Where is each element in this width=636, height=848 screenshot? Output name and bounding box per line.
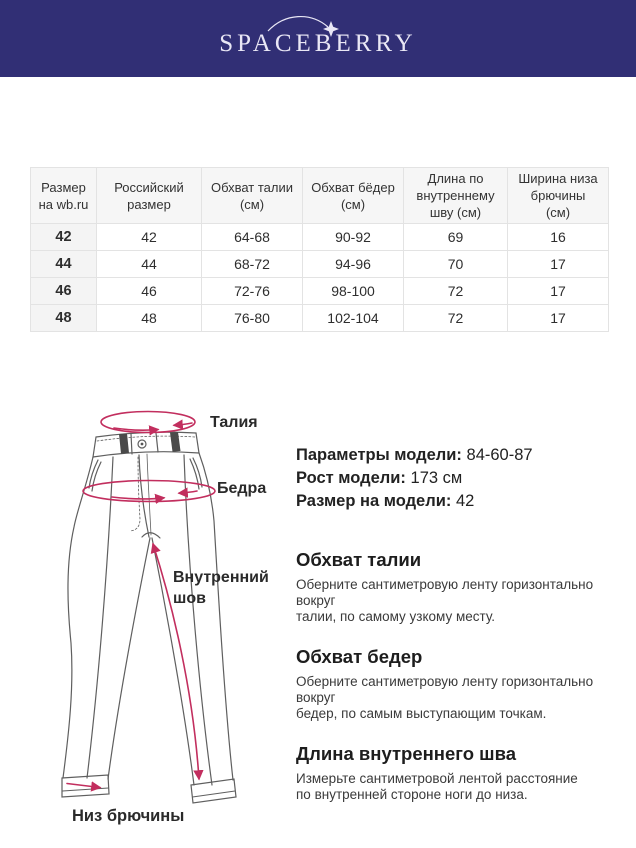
cell-ru-size: 42 xyxy=(96,223,202,251)
model-height-label: Рост модели: xyxy=(296,469,406,487)
brand-header: SPACEBERRY xyxy=(0,0,636,77)
cell-inseam: 70 xyxy=(403,250,508,278)
cell-hem-width: 17 xyxy=(507,304,609,332)
hips-label: Бедра xyxy=(217,480,267,497)
waist-label: Талия xyxy=(210,414,258,431)
size-table-header-row: Размер на wb.ru Российский размер Обхват… xyxy=(30,167,609,224)
cell-hem-width: 17 xyxy=(507,250,609,278)
model-height-line: Рост модели: 173 см xyxy=(296,467,622,490)
brand-logo-text: SPACEBERRY xyxy=(219,29,417,57)
cell-hips: 98-100 xyxy=(302,277,404,305)
guide-section-inseam: Длина внутреннего шва Измерьте сантиметр… xyxy=(296,743,622,803)
trousers-diagram: Талия Бедра Внутренний шов Низ брючины xyxy=(60,387,292,847)
guide-section-hips: Обхват бедер Оберните сантиметровую лент… xyxy=(296,646,622,722)
model-size-label: Размер на модели: xyxy=(296,492,452,510)
inseam-label: Внутренний шов xyxy=(173,569,269,607)
cell-ru-size: 48 xyxy=(96,304,202,332)
hips-arrow-left xyxy=(177,487,198,498)
model-params-label: Параметры модели: xyxy=(296,446,462,464)
cell-wb-size: 42 xyxy=(30,223,97,251)
trousers-outline xyxy=(61,431,237,804)
guide-hips-text: Оберните сантиметровую ленту горизонталь… xyxy=(296,674,594,721)
guide-waist-text: Оберните сантиметровую ленту горизонталь… xyxy=(296,577,594,624)
cell-waist: 68-72 xyxy=(201,250,303,278)
trousers-drawing xyxy=(61,410,237,804)
cell-hem-width: 17 xyxy=(507,277,609,305)
model-params-line: Параметры модели: 84-60-87 xyxy=(296,444,622,467)
col-header-wb-size: Размер на wb.ru xyxy=(30,167,97,224)
cell-wb-size: 48 xyxy=(30,304,97,332)
table-row-size-44: 44 44 68-72 94-96 70 17 xyxy=(30,250,609,278)
model-params-block: Параметры модели: 84-60-87 Рост модели: … xyxy=(296,444,622,513)
guide-section-waist: Обхват талии Оберните сантиметровую лент… xyxy=(296,549,622,625)
col-header-inseam: Длина по внутреннему шву (см) xyxy=(403,167,508,224)
waist-arrow-right xyxy=(113,425,160,436)
shooting-star-icon xyxy=(267,15,340,37)
model-params-value: 84-60-87 xyxy=(466,446,533,464)
cell-hips: 102-104 xyxy=(302,304,404,332)
table-row-size-46: 46 46 72-76 98-100 72 17 xyxy=(30,277,609,305)
cell-inseam: 72 xyxy=(403,277,508,305)
model-size-value: 42 xyxy=(455,492,475,510)
guide-inseam-text: Измерьте сантиметровой лентой расстояние… xyxy=(296,771,578,802)
size-table-section: Размер на wb.ru Российский размер Обхват… xyxy=(30,167,636,332)
guide-inseam-title: Длина внутреннего шва xyxy=(296,743,516,764)
hips-arrow-right xyxy=(111,493,166,505)
hips-ellipse xyxy=(82,479,216,503)
col-header-waist: Обхват талии (см) xyxy=(201,167,303,224)
model-height-value: 173 см xyxy=(410,469,463,487)
cell-waist: 72-76 xyxy=(201,277,303,305)
cell-waist: 76-80 xyxy=(201,304,303,332)
cell-hem-width: 16 xyxy=(507,223,609,251)
waist-ellipse xyxy=(100,410,196,434)
waist-arrow-left xyxy=(172,419,193,430)
cell-inseam: 72 xyxy=(403,304,508,332)
cell-hips: 90-92 xyxy=(302,223,404,251)
model-info-column: Параметры модели: 84-60-87 Рост модели: … xyxy=(296,444,622,824)
guide-hips-title: Обхват бедер xyxy=(296,646,423,667)
cell-wb-size: 44 xyxy=(30,250,97,278)
hem-arrow xyxy=(66,781,102,792)
cell-wb-size: 46 xyxy=(30,277,97,305)
table-row-size-42: 42 42 64-68 90-92 69 16 xyxy=(30,223,609,251)
guide-waist-title: Обхват талии xyxy=(296,549,422,570)
brand-logo: SPACEBERRY xyxy=(219,15,417,58)
size-table: Размер на wb.ru Российский размер Обхват… xyxy=(30,167,609,332)
col-header-ru-size: Российский размер xyxy=(96,167,202,224)
cell-waist: 64-68 xyxy=(201,223,303,251)
cell-ru-size: 44 xyxy=(96,250,202,278)
cell-inseam: 69 xyxy=(403,223,508,251)
table-row-size-48: 48 48 76-80 102-104 72 17 xyxy=(30,304,609,332)
col-header-hips: Обхват бёдер (см) xyxy=(302,167,404,224)
col-header-hem-width: Ширина низа брючины (см) xyxy=(507,167,609,224)
inseam-arrow xyxy=(150,542,204,781)
hem-label: Низ брючины xyxy=(72,807,185,825)
measurement-section: Талия Бедра Внутренний шов Низ брючины П… xyxy=(0,387,636,847)
cell-hips: 94-96 xyxy=(302,250,404,278)
measuring-guide: Обхват талии Оберните сантиметровую лент… xyxy=(296,549,622,803)
cell-ru-size: 46 xyxy=(96,277,202,305)
model-size-line: Размер на модели: 42 xyxy=(296,490,622,513)
